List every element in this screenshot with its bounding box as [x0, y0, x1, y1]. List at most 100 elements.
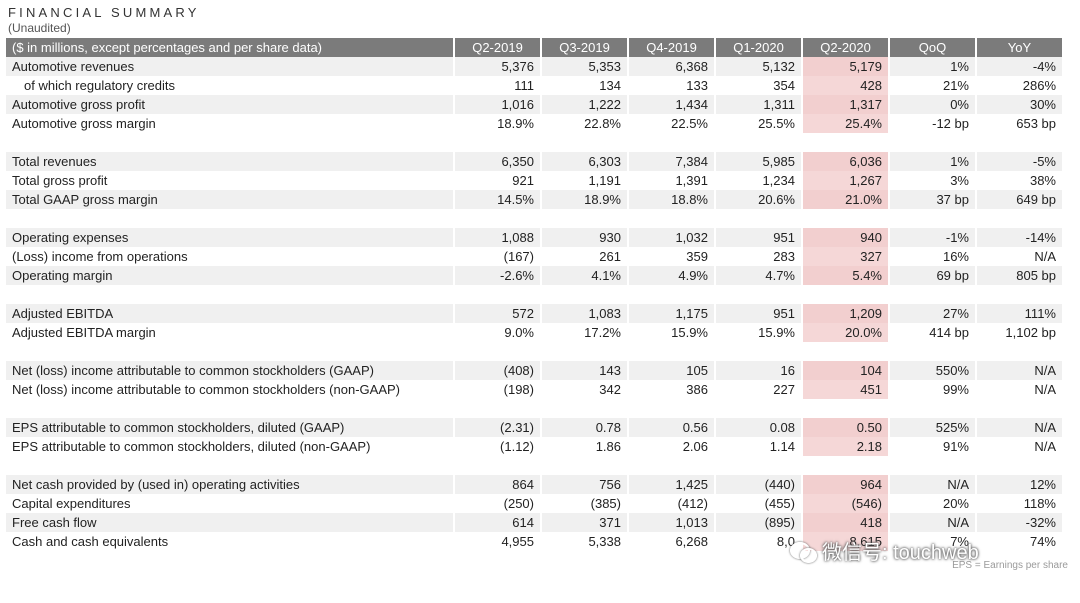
row-value: 20.6% [716, 190, 801, 209]
row-value: 1,102 bp [977, 323, 1062, 342]
footer-note: EPS = Earnings per share [952, 560, 1068, 571]
row-value: 25.5% [716, 114, 801, 133]
row-value: 12% [977, 475, 1062, 494]
row-value: 17.2% [542, 323, 627, 342]
row-value: 4.1% [542, 266, 627, 285]
row-value: 359 [629, 247, 714, 266]
row-value: N/A [977, 247, 1062, 266]
row-value: (895) [716, 513, 801, 532]
row-value: 91% [890, 437, 975, 456]
row-value: (2.31) [455, 418, 540, 437]
table-row: Adjusted EBITDA 572 1,083 1,175 951 1,209 27% 1… [6, 304, 1072, 323]
row-value: (198) [455, 380, 540, 399]
row-value: N/A [977, 380, 1062, 399]
row-value: 261 [542, 247, 627, 266]
header-label: ($ in millions, except percentages and p… [6, 38, 453, 57]
row-value: 104 [803, 361, 888, 380]
row-value: 143 [542, 361, 627, 380]
header-col-q2-2020: Q2-2020 [803, 38, 888, 57]
row-value: 930 [542, 228, 627, 247]
row-value: 525% [890, 418, 975, 437]
row-value: 74% [977, 532, 1062, 551]
row-value: 572 [455, 304, 540, 323]
row-value: 25.4% [803, 114, 888, 133]
row-value: 614 [455, 513, 540, 532]
row-value: (1.12) [455, 437, 540, 456]
row-value: 327 [803, 247, 888, 266]
row-value: 8,0 [716, 532, 801, 551]
group-spacer [6, 399, 1072, 418]
table-row: Adjusted EBITDA margin 9.0% 17.2% 15.9% 15.9… [6, 323, 1072, 342]
row-value: 1,317 [803, 95, 888, 114]
row-value: 105 [629, 361, 714, 380]
row-value: 371 [542, 513, 627, 532]
row-value: 21% [890, 76, 975, 95]
row-value: (167) [455, 247, 540, 266]
row-label: EPS attributable to common stockholders,… [6, 418, 453, 437]
row-value: 386 [629, 380, 714, 399]
row-value: N/A [890, 513, 975, 532]
row-value: 964 [803, 475, 888, 494]
row-value: N/A [977, 361, 1062, 380]
row-value: 1.86 [542, 437, 627, 456]
table-row: Operating expenses 1,088 930 1,032 951 940 -1%… [6, 228, 1072, 247]
row-value: 20.0% [803, 323, 888, 342]
table-row: Automotive gross margin 18.9% 22.8% 22.5% 25… [6, 114, 1072, 133]
watermark-text: 微信号: touchweb [822, 542, 979, 564]
row-value: 1.14 [716, 437, 801, 456]
header-col-qoq: QoQ [890, 38, 975, 57]
table-row: Total revenues 6,350 6,303 7,384 5,985 6,036 1… [6, 152, 1072, 171]
table-row: Net (loss) income attributable to common… [6, 361, 1072, 380]
row-value: 18.8% [629, 190, 714, 209]
header-col-q4-2019: Q4-2019 [629, 38, 714, 57]
row-value: N/A [977, 437, 1062, 456]
row-value: 22.8% [542, 114, 627, 133]
row-value: 286% [977, 76, 1062, 95]
row-label: Adjusted EBITDA [6, 304, 453, 323]
row-value: 111 [455, 76, 540, 95]
table-row: Net (loss) income attributable to common… [6, 380, 1072, 399]
row-value: 22.5% [629, 114, 714, 133]
row-label: Net (loss) income attributable to common… [6, 361, 453, 380]
row-value: 5,132 [716, 57, 801, 76]
row-value: 133 [629, 76, 714, 95]
row-value: (385) [542, 494, 627, 513]
row-value: 283 [716, 247, 801, 266]
row-value: 5,338 [542, 532, 627, 551]
row-value: 18.9% [455, 114, 540, 133]
row-value: 1,209 [803, 304, 888, 323]
row-value: 38% [977, 171, 1062, 190]
table-row: Automotive gross profit 1,016 1,222 1,434 1,… [6, 95, 1072, 114]
row-value: (546) [803, 494, 888, 513]
row-value: 14.5% [455, 190, 540, 209]
row-value: 227 [716, 380, 801, 399]
row-value: 6,368 [629, 57, 714, 76]
row-value: 418 [803, 513, 888, 532]
row-value: 99% [890, 380, 975, 399]
table-row: Total GAAP gross margin 14.5% 18.9% 18.8% 20… [6, 190, 1072, 209]
table-row: (Loss) income from operations (167) 261 359… [6, 247, 1072, 266]
row-value: 940 [803, 228, 888, 247]
row-value: 18.9% [542, 190, 627, 209]
report-title: FINANCIAL SUMMARY [8, 5, 200, 20]
row-value: 1,434 [629, 95, 714, 114]
table-body: Automotive revenues 5,376 5,353 6,368 5,132 5… [6, 57, 1072, 551]
table-row: of which regulatory credits 111 134 133 354 4… [6, 76, 1072, 95]
row-value: 7% [890, 532, 975, 551]
row-value: 428 [803, 76, 888, 95]
row-label: Automotive revenues [6, 57, 453, 76]
row-value: 951 [716, 228, 801, 247]
row-value: 1,222 [542, 95, 627, 114]
row-value: 0% [890, 95, 975, 114]
row-value: (455) [716, 494, 801, 513]
table-row: Free cash flow 614 371 1,013 (895) 418 N/A -32% [6, 513, 1072, 532]
row-value: 1% [890, 152, 975, 171]
row-value: (412) [629, 494, 714, 513]
row-value: 2.06 [629, 437, 714, 456]
row-value: 16 [716, 361, 801, 380]
table-row: Capital expenditures (250) (385) (412) (455)… [6, 494, 1072, 513]
row-value: 134 [542, 76, 627, 95]
row-value: 7,384 [629, 152, 714, 171]
row-value: 0.50 [803, 418, 888, 437]
row-value: 5,985 [716, 152, 801, 171]
